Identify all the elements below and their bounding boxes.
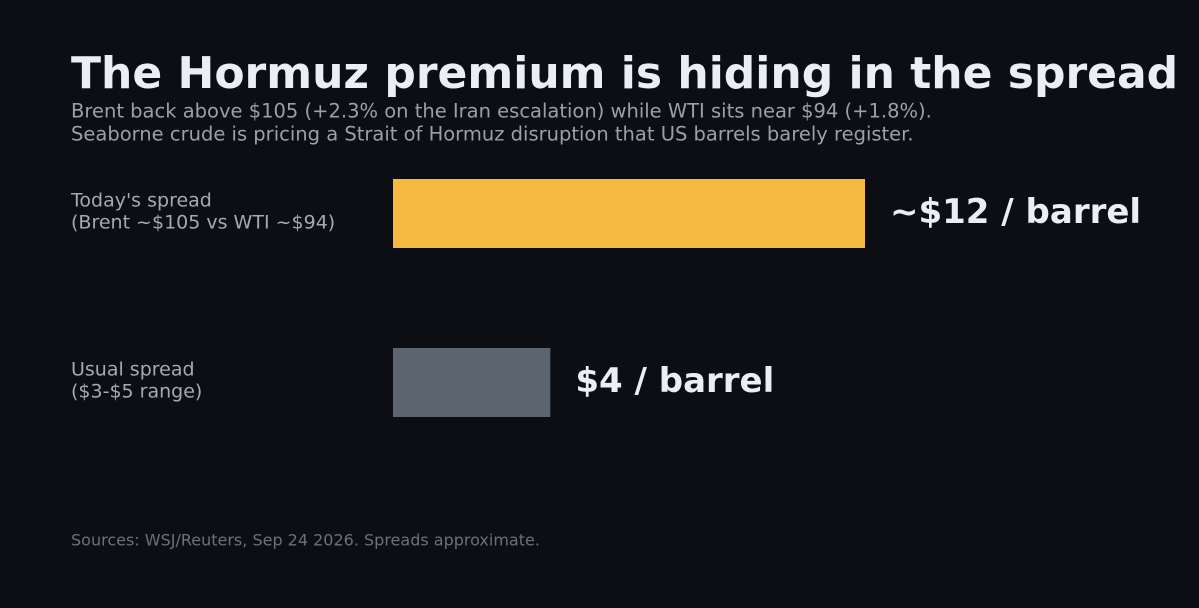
bar <box>393 348 551 417</box>
category-label: Usual spread <box>71 359 195 381</box>
value-label: ~$12 / barrel <box>890 192 1141 232</box>
source-note: Sources: WSJ/Reuters, Sep 24 2026. Sprea… <box>71 531 540 550</box>
category-label: (Brent ~$105 vs WTI ~$94) <box>71 212 335 234</box>
value-label: $4 / barrel <box>575 361 774 401</box>
subtitle: Seaborne crude is pricing a Strait of Ho… <box>71 123 914 146</box>
category-label: Today's spread <box>70 190 212 212</box>
chart-title: The Hormuz premium is hiding in the spre… <box>71 48 1178 99</box>
bar <box>393 179 865 248</box>
subtitle: Brent back above $105 (+2.3% on the Iran… <box>71 100 932 123</box>
category-label: ($3-$5 range) <box>71 381 202 403</box>
